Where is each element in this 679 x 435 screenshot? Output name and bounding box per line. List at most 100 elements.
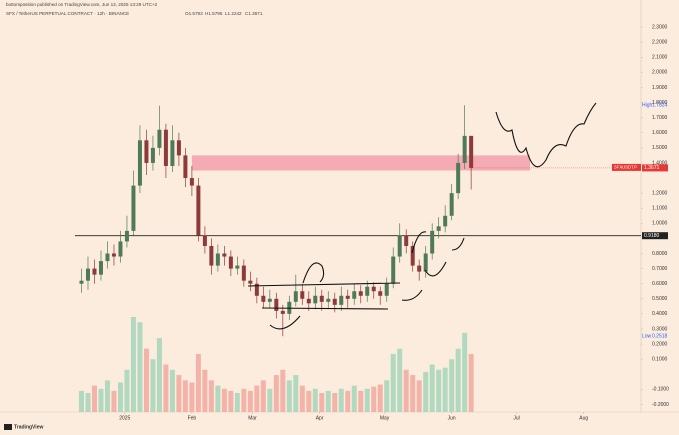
candle-body bbox=[436, 226, 441, 231]
candle-body bbox=[202, 235, 207, 246]
y-tick-label: 1.1000 bbox=[652, 206, 668, 212]
volume-bar bbox=[306, 390, 312, 412]
candle-body bbox=[261, 295, 266, 302]
candle-body bbox=[137, 140, 142, 186]
x-tick-label: Feb bbox=[188, 415, 197, 421]
candle-body bbox=[365, 286, 370, 296]
candle-body bbox=[254, 283, 259, 296]
candle-body bbox=[358, 291, 363, 296]
brand: TradingView bbox=[14, 424, 43, 430]
volume-bar bbox=[358, 390, 364, 412]
volume-bar bbox=[169, 369, 175, 412]
volume-bar bbox=[338, 388, 344, 412]
candle-body bbox=[397, 235, 402, 257]
volume-bar bbox=[104, 380, 110, 412]
volume-bar bbox=[468, 353, 474, 412]
volume-bar bbox=[377, 384, 383, 412]
extreme-name: High bbox=[642, 103, 653, 109]
volume-bar bbox=[436, 369, 442, 412]
volume-bar bbox=[78, 390, 84, 412]
y-tick-label: 0.1000 bbox=[652, 356, 668, 362]
volume-bar bbox=[195, 353, 201, 412]
drawing bbox=[424, 261, 447, 277]
volume-bar bbox=[410, 375, 416, 412]
y-tick-label: 1.8000 bbox=[652, 100, 668, 106]
volume-bar bbox=[150, 359, 156, 412]
y-tick-label: 0.5000 bbox=[652, 296, 668, 302]
volume-bar bbox=[117, 382, 123, 412]
candle-body bbox=[274, 298, 279, 311]
candle-body bbox=[267, 298, 272, 302]
chart-title: SFX / TetherUS PERPETUAL CONTRACT · 12h … bbox=[6, 11, 129, 16]
level-label: 0.9180 bbox=[644, 233, 660, 239]
y-tick-label: 2.1000 bbox=[652, 55, 668, 61]
volume-bar bbox=[429, 364, 435, 412]
volume-bar bbox=[85, 393, 91, 412]
volume-bar bbox=[111, 390, 117, 412]
candle-body bbox=[313, 295, 318, 304]
last-price-box bbox=[642, 164, 668, 172]
y-tick-label: 1.0000 bbox=[652, 221, 668, 227]
volume-bar bbox=[449, 359, 455, 412]
extreme-label: 1.7824 bbox=[652, 103, 668, 109]
volume-bar bbox=[312, 388, 318, 412]
volume-bar bbox=[221, 388, 227, 412]
volume-bar bbox=[163, 364, 169, 412]
y-tick-label: 1.7000 bbox=[652, 115, 668, 121]
volume-bar bbox=[280, 369, 286, 412]
volume-bar bbox=[202, 369, 208, 412]
candle-body bbox=[189, 178, 194, 186]
candle-body bbox=[170, 140, 175, 166]
volume-bar bbox=[234, 393, 240, 412]
zone bbox=[192, 155, 530, 171]
candle-body bbox=[371, 286, 376, 292]
candle-body bbox=[332, 298, 337, 305]
volume-bar bbox=[397, 348, 403, 412]
x-tick-label: Jul bbox=[513, 415, 519, 421]
candle-body bbox=[378, 291, 383, 296]
volume-bar bbox=[215, 385, 221, 412]
candle-body bbox=[456, 162, 461, 194]
x-tick-label: Mar bbox=[248, 415, 257, 421]
candle-body bbox=[105, 253, 110, 262]
candle-body bbox=[241, 265, 246, 281]
candle-body bbox=[345, 295, 350, 299]
candle-body bbox=[183, 155, 188, 179]
y-tick-label: 1.9000 bbox=[652, 85, 668, 91]
volume-bar bbox=[228, 390, 234, 412]
volume-bar bbox=[260, 380, 266, 412]
candle-body bbox=[443, 215, 448, 227]
ohlc-legend: H1.5795 bbox=[205, 11, 223, 16]
candle-body bbox=[228, 256, 233, 269]
ohlc-legend: L1.2242 bbox=[225, 11, 242, 16]
volume-bar bbox=[91, 385, 97, 412]
candle-body bbox=[79, 280, 84, 284]
y-tick-label: 1.5000 bbox=[652, 145, 668, 151]
volume-bar bbox=[299, 385, 305, 412]
volume-bar bbox=[208, 380, 214, 412]
ohlc-legend: C1.3671 bbox=[245, 11, 263, 16]
volume-bar bbox=[351, 385, 357, 412]
candle-body bbox=[196, 185, 201, 236]
volume-bar bbox=[124, 369, 130, 412]
volume-bar bbox=[319, 393, 325, 412]
candle-body bbox=[306, 298, 311, 304]
drawing bbox=[302, 262, 325, 284]
y-tick-label: -0.2000 bbox=[652, 402, 669, 408]
candle-body bbox=[248, 280, 253, 284]
y-tick-label: -0.1000 bbox=[652, 387, 669, 393]
candle-body bbox=[176, 140, 181, 156]
candle-body bbox=[423, 253, 428, 272]
volume-bar bbox=[364, 388, 370, 412]
candle-body bbox=[417, 265, 422, 272]
candle-body bbox=[352, 291, 357, 299]
candle-body bbox=[280, 310, 285, 314]
volume-bar bbox=[345, 390, 351, 412]
extreme-label: 0.2518 bbox=[652, 334, 668, 340]
candle-body bbox=[326, 298, 331, 302]
candle-body bbox=[384, 283, 389, 296]
volume-bar bbox=[455, 348, 461, 412]
candle-body bbox=[391, 256, 396, 284]
y-tick-label: 0.8000 bbox=[652, 251, 668, 257]
